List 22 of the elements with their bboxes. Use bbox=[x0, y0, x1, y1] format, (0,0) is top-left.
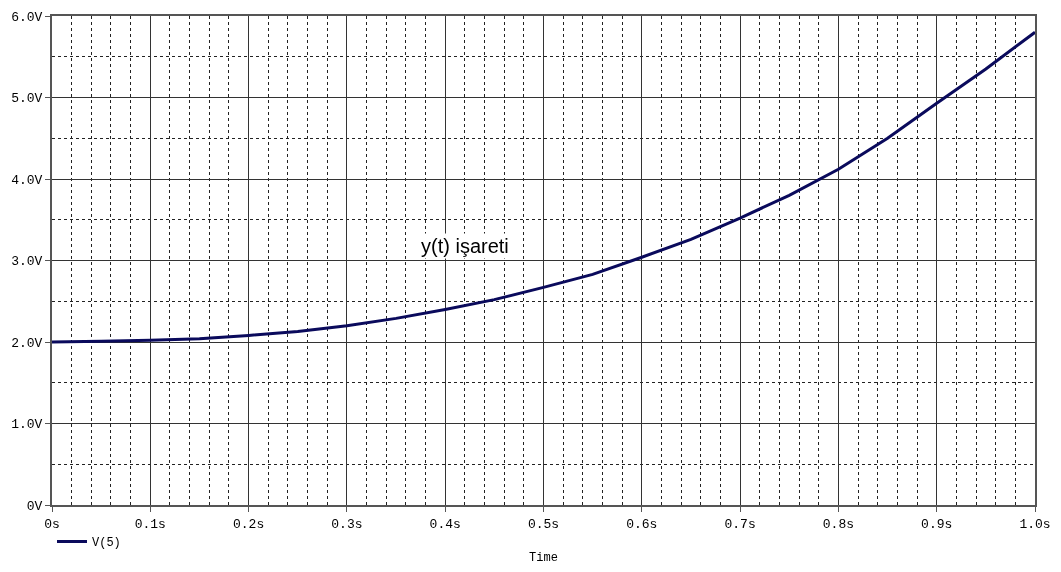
x-axis-title: Time bbox=[529, 551, 558, 565]
x-tick-label: 0.4s bbox=[429, 516, 461, 532]
x-tick-label: 0.7s bbox=[724, 516, 756, 532]
x-tick-label: 0.1s bbox=[134, 516, 166, 532]
y-tick-label: 3.0V bbox=[11, 254, 43, 270]
y-tick-label: 0V bbox=[26, 498, 43, 514]
x-tick-label: 0.9s bbox=[921, 516, 953, 532]
y-tick-label: 1.0V bbox=[11, 417, 43, 433]
x-tick-label: 0s bbox=[44, 516, 60, 532]
y-tick-label: 2.0V bbox=[11, 335, 43, 351]
x-tick-label: 0.8s bbox=[822, 516, 855, 532]
legend-label: V(5) bbox=[92, 536, 121, 551]
x-tick-label: 0.2s bbox=[232, 516, 265, 532]
y-tick-label: 6.0V bbox=[11, 9, 43, 25]
line-series bbox=[52, 30, 1035, 344]
y-tick-label: 5.0V bbox=[11, 91, 43, 107]
x-tick-label: 0.5s bbox=[527, 516, 560, 532]
annotation: y(t) işareti bbox=[421, 235, 509, 257]
y-tick-label: 4.0V bbox=[11, 172, 43, 188]
x-tick-label: 1.0s bbox=[1019, 516, 1051, 532]
x-tick-label: 0.6s bbox=[626, 516, 658, 532]
x-tick-label: 0.3s bbox=[331, 516, 363, 532]
